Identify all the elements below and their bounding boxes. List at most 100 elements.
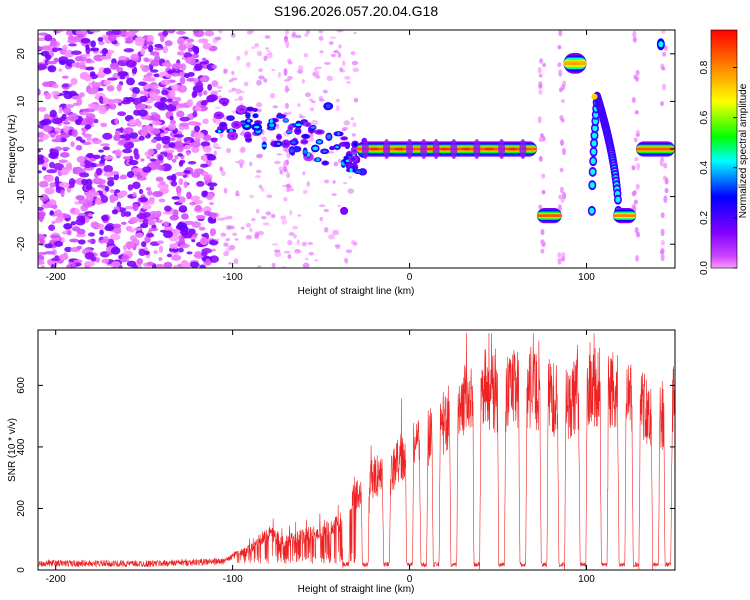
noise-dot xyxy=(148,196,155,202)
noise-dot xyxy=(219,132,223,138)
noise-dot xyxy=(263,78,268,83)
streak-dot xyxy=(540,239,545,245)
x-tick-label: 0 xyxy=(407,574,413,585)
noise-dot xyxy=(91,82,103,87)
noise-dot xyxy=(126,77,135,86)
colorbar-ticks: 0.0 0.2 0.4 0.6 0.8 xyxy=(699,60,737,275)
noise-dot xyxy=(111,30,122,36)
noise-dot xyxy=(260,215,267,220)
noise-dot xyxy=(122,156,131,160)
noise-dot xyxy=(62,44,68,51)
noise-dot xyxy=(77,239,86,245)
noise-dot xyxy=(225,237,231,242)
noise-dot xyxy=(291,33,297,38)
noise-dot xyxy=(318,36,324,41)
noise-dot xyxy=(209,255,220,263)
streak-dot xyxy=(287,254,292,259)
noise-dot xyxy=(110,246,121,255)
noise-dot xyxy=(171,173,177,182)
noise-dot xyxy=(41,203,52,209)
noise-dot xyxy=(347,188,355,194)
noise-dot xyxy=(306,181,311,187)
drift-blob xyxy=(256,121,260,124)
drift-blob xyxy=(343,142,350,146)
noise-dot xyxy=(288,232,295,237)
noise-dot xyxy=(64,246,73,253)
noise-dot xyxy=(178,160,184,167)
noise-dot xyxy=(123,211,132,217)
x-tick-label: 0 xyxy=(407,272,413,283)
streak-dot xyxy=(538,155,543,162)
noise-dot xyxy=(283,79,291,82)
noise-dot xyxy=(58,159,68,164)
noise-dot xyxy=(238,96,243,102)
noise-dot xyxy=(106,52,112,57)
noise-dot xyxy=(154,263,165,268)
noise-dot xyxy=(338,44,342,49)
noise-dot xyxy=(281,219,288,225)
streak-dot xyxy=(286,172,291,179)
noise-dot xyxy=(140,241,147,248)
noise-dot xyxy=(62,121,71,125)
noise-dot xyxy=(144,235,151,244)
streak-dot xyxy=(636,162,641,171)
noise-dot xyxy=(91,137,99,142)
streak-dot xyxy=(560,117,565,123)
noise-dot xyxy=(266,194,273,199)
noise-dot xyxy=(75,61,80,69)
noise-dot xyxy=(42,125,53,133)
noise-dot xyxy=(212,142,219,149)
noise-dot xyxy=(203,175,211,182)
noise-dot xyxy=(200,163,209,168)
noise-dot xyxy=(243,81,249,87)
noise-dot xyxy=(353,32,357,35)
noise-dot xyxy=(308,251,315,256)
noise-dot xyxy=(63,223,73,230)
noise-dot xyxy=(226,147,231,153)
noise-dot xyxy=(172,264,179,268)
noise-dot xyxy=(42,45,52,51)
streak-dot xyxy=(283,166,288,172)
noise-dot xyxy=(79,30,89,35)
noise-dot xyxy=(50,263,56,268)
drift-blob xyxy=(315,157,320,162)
noise-dot xyxy=(261,136,267,142)
noise-dot xyxy=(328,41,334,45)
drift-blob xyxy=(337,132,340,136)
noise-dot xyxy=(218,30,223,34)
noise-dot xyxy=(93,118,99,124)
noise-dot xyxy=(158,245,163,253)
drift-blob xyxy=(317,140,322,144)
noise-dot xyxy=(286,111,292,115)
noise-dot xyxy=(175,185,182,194)
noise-dot xyxy=(311,119,319,126)
streak-dot xyxy=(283,196,288,202)
noise-dot xyxy=(310,100,316,104)
noise-dot xyxy=(161,62,172,67)
noise-dot xyxy=(251,218,256,222)
noise-dot xyxy=(49,40,58,48)
noise-dot xyxy=(272,105,278,109)
noise-dot xyxy=(160,79,171,86)
noise-dot xyxy=(160,34,165,43)
line-gap-halo xyxy=(383,139,391,159)
drift-blob xyxy=(350,166,356,169)
drift-blob xyxy=(295,129,300,133)
streak-dot xyxy=(539,133,544,138)
noise-dot xyxy=(171,196,180,200)
noise-dot xyxy=(107,77,118,81)
streak-dot xyxy=(542,62,547,68)
noise-dot xyxy=(179,122,190,127)
noise-dot xyxy=(179,116,190,122)
noise-dot xyxy=(143,57,150,63)
noise-dot xyxy=(162,230,173,239)
streak-dot xyxy=(632,37,637,43)
noise-dot xyxy=(142,218,149,226)
drift-blob xyxy=(228,116,234,120)
noise-dot xyxy=(135,103,147,110)
noise-dot xyxy=(136,258,143,266)
noise-dot xyxy=(179,243,190,249)
noise-dot xyxy=(192,30,200,34)
noise-dot xyxy=(257,230,264,236)
noise-dot xyxy=(54,240,64,247)
